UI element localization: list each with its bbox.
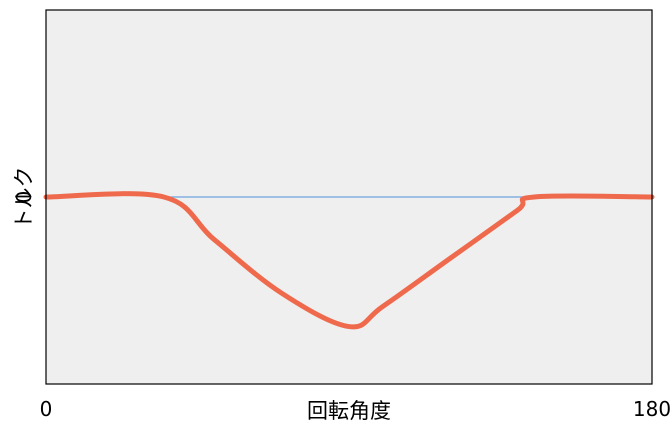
torque-curve [43, 191, 655, 330]
x-tick-label: 180 [633, 397, 671, 421]
series-layer [43, 191, 655, 330]
x-tick-label: 0 [40, 397, 53, 421]
y-tick-label: 0 [12, 191, 36, 204]
y-axis-title: トルク [12, 167, 36, 230]
plot-frame [45, 9, 653, 385]
tick-layer: 0 180 0 [12, 191, 671, 421]
x-axis-title: 回転角度 [307, 399, 391, 423]
